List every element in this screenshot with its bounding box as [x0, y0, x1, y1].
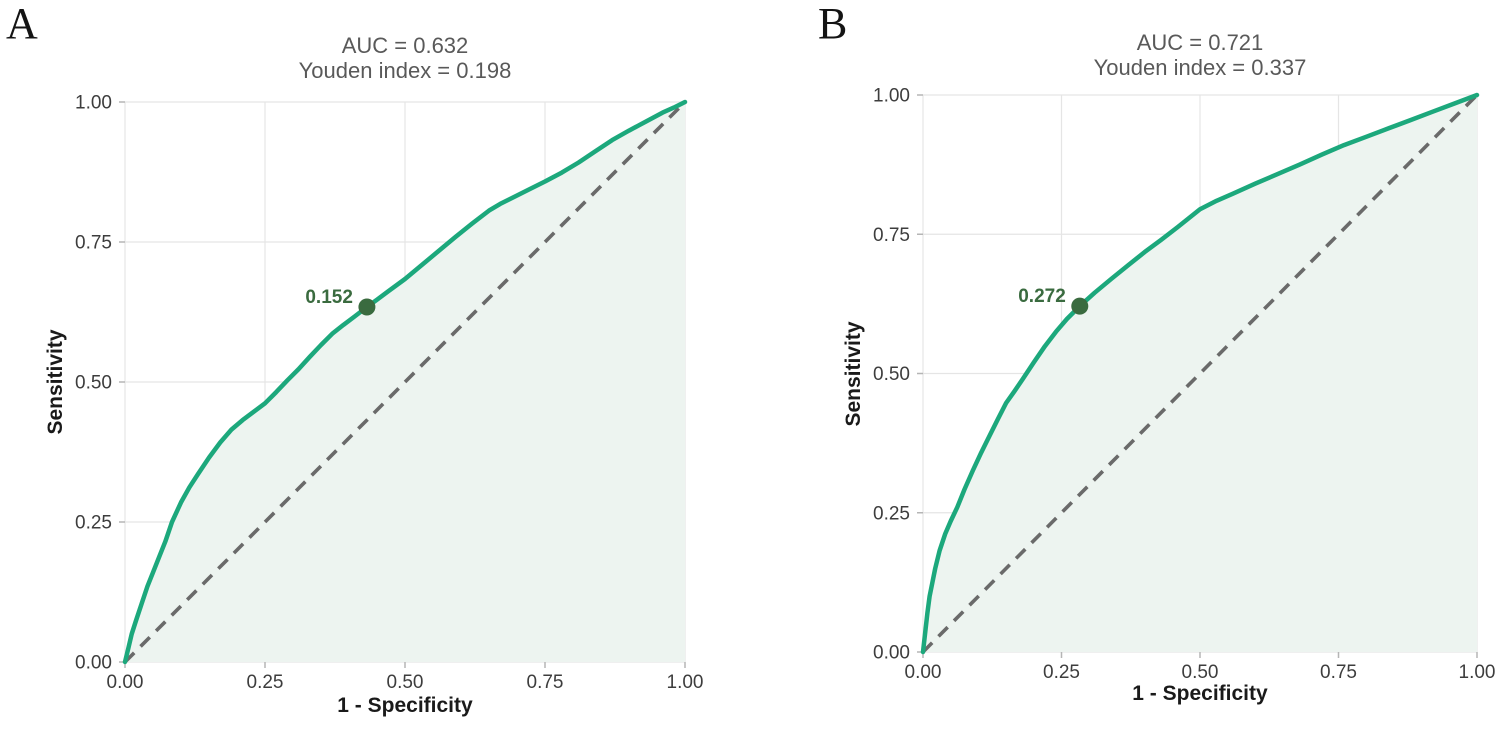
optimal-point-label-a: 0.152: [305, 287, 353, 308]
panel-b-title: AUC = 0.721 Youden index = 0.337: [923, 30, 1477, 80]
y-tick-label-b: 0.50: [873, 364, 910, 385]
panel-b-auc-text: AUC = 0.721: [1136, 30, 1264, 55]
y-tick-label-a: 0.00: [75, 653, 112, 674]
roc-curve-b: [920, 92, 1480, 655]
x-tick-label-a: 0.75: [527, 672, 564, 693]
y-tick-label-a: 0.25: [75, 513, 112, 534]
auc-area-b: [923, 95, 1477, 652]
x-tick-label-b: 0.25: [1043, 662, 1080, 683]
y-tick-label-a: 0.75: [75, 233, 112, 254]
x-tick-label-a: 1.00: [667, 672, 704, 693]
optimal-point-label-b: 0.272: [1018, 286, 1066, 307]
roc-curve-a: [122, 99, 688, 665]
panel-a-auc-text: AUC = 0.632: [341, 33, 469, 58]
panel-b-youden-text: Youden index = 0.337: [1093, 55, 1307, 80]
x-tick-label-b: 0.00: [905, 662, 942, 683]
x-tick-label-b: 0.50: [1182, 662, 1219, 683]
panel-b-letter: B: [818, 0, 848, 48]
panel-b-x-axis-title: 1 - Specificity: [1132, 682, 1268, 705]
panel-a-x-axis-title: 1 - Specificity: [337, 694, 473, 717]
panel-a-letter: A: [6, 0, 38, 48]
x-tick-label-b: 1.00: [1459, 662, 1496, 683]
x-tick-label-a: 0.00: [107, 672, 144, 693]
y-tick-label-b: 0.25: [873, 503, 910, 524]
y-tick-label-a: 0.50: [75, 373, 112, 394]
y-tick-label-b: 1.00: [873, 86, 910, 107]
y-tick-label-b: 0.75: [873, 225, 910, 246]
y-tick-label-a: 1.00: [75, 93, 112, 114]
panel-a-title: AUC = 0.632 Youden index = 0.198: [125, 33, 685, 83]
y-tick-label-b: 0.00: [873, 643, 910, 664]
optimal-point-a: [358, 298, 376, 316]
optimal-point-b: [1071, 297, 1089, 315]
auc-area-a: [125, 102, 685, 662]
panel-a-youden-text: Youden index = 0.198: [298, 58, 512, 83]
x-tick-label-a: 0.50: [387, 672, 424, 693]
x-tick-label-a: 0.25: [247, 672, 284, 693]
x-tick-label-b: 0.75: [1320, 662, 1357, 683]
